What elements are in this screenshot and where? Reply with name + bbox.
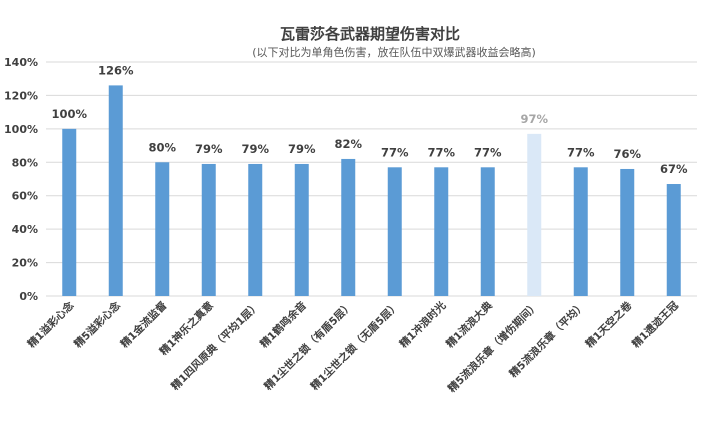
y-tick-label: 80%	[12, 156, 38, 169]
x-tick-label: 精1尘世之锁（有盾5层）	[262, 299, 356, 393]
x-tick-label: 精1遗迹王冠	[629, 299, 681, 351]
bars	[62, 85, 681, 297]
chart-title: 瓦雷莎各武器期望伤害对比	[280, 25, 460, 43]
x-tick-label: 精1尘世之锁（无盾5层）	[308, 299, 402, 393]
bar	[248, 163, 263, 296]
y-tick-label: 100%	[4, 123, 38, 136]
data-label: 76%	[613, 147, 641, 161]
data-label: 77%	[381, 145, 409, 159]
data-label: 126%	[98, 63, 134, 77]
y-tick-label: 140%	[4, 56, 38, 69]
bar	[108, 85, 123, 297]
data-label: 80%	[148, 140, 176, 154]
bar	[666, 184, 681, 296]
y-tick-label: 40%	[12, 223, 38, 236]
data-label: 67%	[660, 162, 688, 176]
bar	[155, 162, 170, 296]
bar	[341, 158, 356, 296]
data-label: 77%	[474, 145, 502, 159]
bar	[573, 167, 588, 296]
bar	[527, 133, 542, 296]
x-tick-label: 精1天空之卷	[583, 299, 635, 351]
y-tick-label: 20%	[12, 257, 38, 270]
gridlines	[46, 61, 697, 297]
x-axis-ticks: 精1溢彩心念精5溢彩心念精1金流监督精1神乐之真意精1四风原典（平均1层）精1鹤…	[25, 299, 681, 395]
bar	[480, 167, 495, 296]
x-tick-label: 精5溢彩心念	[71, 299, 123, 351]
y-axis-ticks: 0% 20% 40% 60% 80% 100% 120% 140%	[4, 56, 38, 303]
x-tick-label: 精5流浪乐章（平均）	[507, 299, 588, 380]
x-tick-label: 精1四风原典（平均1层）	[169, 299, 263, 393]
y-tick-label: 120%	[4, 89, 38, 102]
data-label: 97%	[520, 112, 548, 126]
chart-subtitle: (以下对比为单角色伤害，放在队伍中双爆武器收益会略高)	[252, 45, 536, 59]
bar	[294, 163, 309, 296]
data-label: 100%	[51, 107, 87, 121]
data-label: 79%	[288, 142, 316, 156]
data-label: 79%	[241, 142, 269, 156]
data-label: 79%	[195, 142, 223, 156]
data-label: 77%	[567, 145, 595, 159]
x-tick-label: 精1鹤鸣余音	[257, 299, 309, 351]
y-tick-label: 60%	[12, 190, 38, 203]
bar	[434, 167, 449, 296]
data-labels: 100% 126% 80% 79% 79% 79% 82% 77% 77% 77% 97% 77% 76…	[51, 63, 688, 176]
bar	[201, 163, 216, 296]
bar	[387, 167, 402, 296]
x-tick-label: 精1金流监督	[118, 299, 170, 351]
bar	[62, 128, 77, 296]
y-tick-label: 0%	[19, 290, 38, 303]
x-tick-label: 精1冲浪时光	[397, 299, 449, 351]
data-label: 82%	[334, 137, 362, 151]
x-tick-label: 精1溢彩心念	[25, 299, 77, 351]
x-tick-label: 精5流浪乐章（增伤期间）	[445, 299, 541, 395]
x-tick-label: 精1流浪大典	[443, 299, 495, 351]
bar	[620, 168, 635, 296]
data-label: 77%	[427, 145, 455, 159]
